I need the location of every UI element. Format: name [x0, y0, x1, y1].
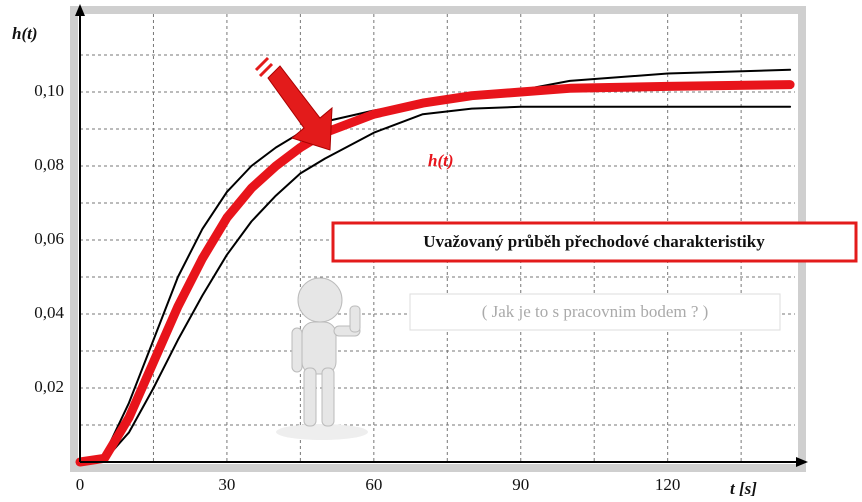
y-tick-label: 0,06: [34, 229, 64, 248]
x-tick-label: 60: [365, 475, 382, 494]
annotation: Uvažovaný průběh přechodové charakterist…: [423, 232, 765, 251]
y-axis-arrow: [75, 4, 85, 16]
y-tick-label: 0,02: [34, 377, 64, 396]
x-tick-label: 30: [218, 475, 235, 494]
y-axis-label: h(t): [12, 24, 38, 43]
x-axis-arrow: [796, 457, 808, 467]
x-tick-label: 0: [76, 475, 85, 494]
note-box: [409, 293, 781, 331]
x-tick-label: 120: [655, 475, 681, 494]
curve-label: h(t): [428, 151, 454, 170]
series-line: [75, 80, 795, 467]
y-tick-label: 0,04: [34, 303, 64, 322]
figure: [276, 277, 368, 440]
annotation-box: [331, 221, 858, 263]
y-tick-label: 0,10: [34, 81, 64, 100]
arrow: [254, 56, 333, 151]
x-tick-label: 90: [512, 475, 529, 494]
note: ( Jak je to s pracovnim bodem ? ): [482, 302, 709, 321]
series-line: [79, 105, 792, 463]
lines: [75, 68, 795, 467]
x-axis-label: t [s]: [730, 479, 757, 498]
y-tick-label: 0,08: [34, 155, 64, 174]
